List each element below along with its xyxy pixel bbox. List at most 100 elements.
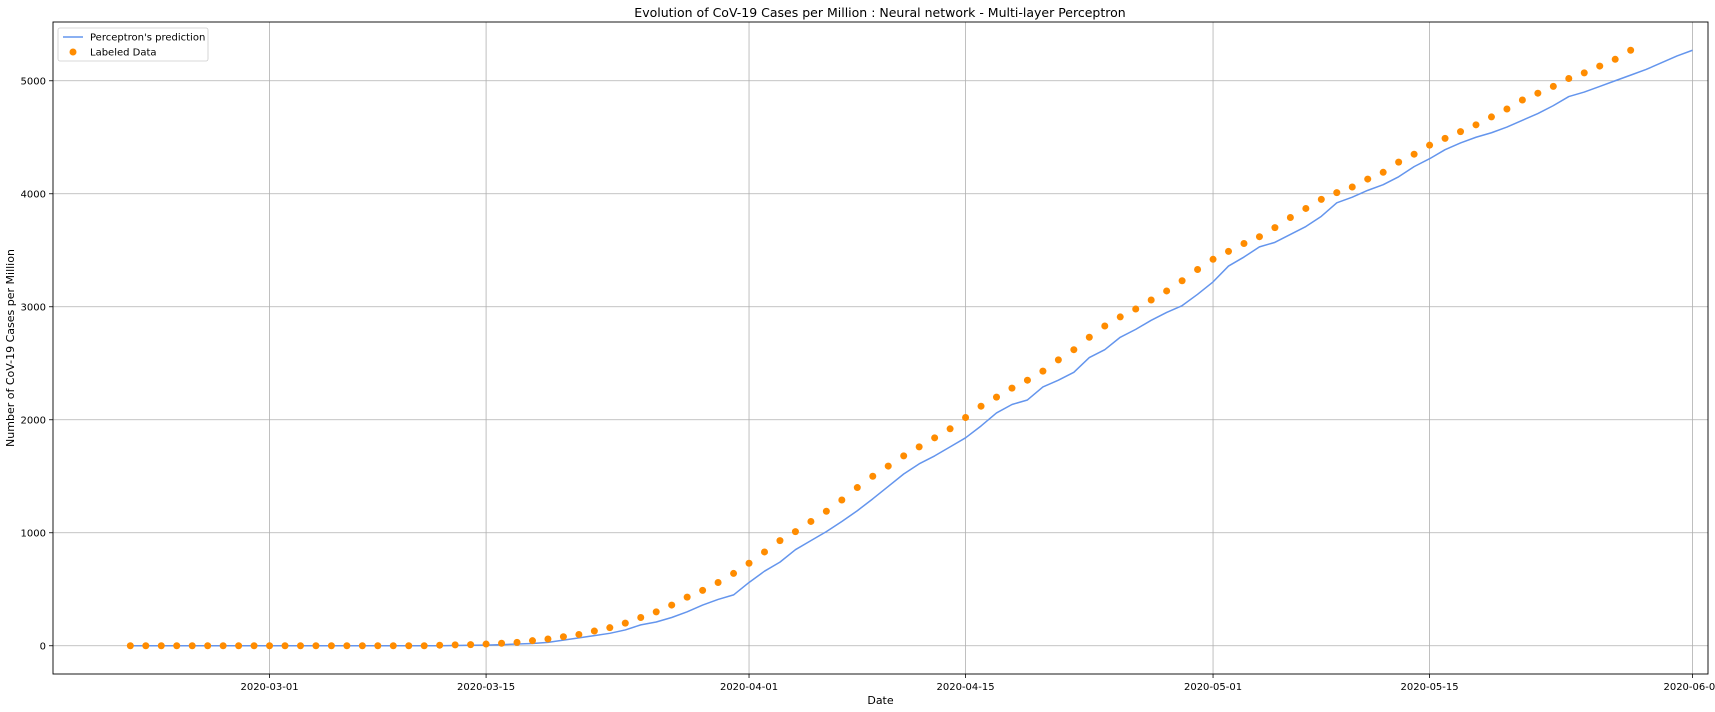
y-tick-label: 3000 — [21, 302, 46, 313]
labeled-data-point — [1596, 62, 1604, 70]
labeled-data-point — [838, 496, 846, 504]
labeled-data-point — [807, 517, 815, 525]
labeled-data-point — [467, 641, 475, 649]
labeled-data-point — [1627, 46, 1635, 54]
labeled-data-point — [915, 443, 923, 451]
labeled-data-point — [250, 642, 258, 650]
labeled-data-point — [822, 507, 830, 515]
labeled-data-point — [606, 624, 614, 632]
labeled-data-point — [993, 393, 1000, 401]
labeled-data-point — [1147, 296, 1155, 304]
x-axis-label: Date — [867, 694, 894, 707]
labeled-data-point — [142, 642, 150, 650]
labeled-data-point — [1457, 128, 1465, 136]
labeled-data-point — [1503, 105, 1511, 113]
labeled-data-point — [1395, 158, 1403, 166]
labeled-data-point — [884, 462, 892, 470]
labeled-data-point — [405, 642, 413, 650]
labeled-data-point — [1379, 168, 1387, 176]
legend-label-labeled: Labeled Data — [90, 48, 157, 59]
labeled-data-point — [1132, 305, 1140, 313]
labeled-data-point — [157, 642, 165, 650]
labeled-data-point — [590, 627, 598, 635]
labeled-data-point — [977, 402, 985, 410]
labeled-data-point — [730, 569, 738, 577]
labeled-data-point — [575, 630, 583, 638]
labeled-data-point — [1070, 346, 1078, 354]
labeled-data-point — [451, 641, 459, 649]
labeled-data-point — [668, 601, 676, 609]
labeled-data-point — [900, 452, 908, 460]
x-tick-label: 2020-05-01 — [1184, 682, 1242, 693]
labeled-data-point — [1426, 141, 1434, 149]
chart-title: Evolution of CoV-19 Cases per Million : … — [634, 5, 1125, 20]
labeled-data-point — [281, 642, 289, 650]
labeled-data-point — [559, 633, 567, 641]
legend-swatch-labeled — [69, 48, 77, 56]
labeled-data-point — [1317, 195, 1325, 203]
labeled-data-point — [931, 434, 939, 442]
labeled-data-point — [204, 642, 212, 650]
labeled-data-point — [173, 642, 181, 650]
labeled-data-point — [1410, 150, 1418, 158]
labeled-data-point — [482, 640, 490, 648]
labeled-data-point — [1085, 333, 1093, 341]
labeled-data-point — [1472, 121, 1480, 129]
labeled-data-point — [126, 642, 134, 650]
labeled-data-point — [1580, 69, 1588, 77]
labeled-data-point — [1240, 239, 1248, 247]
labeled-data-point — [1209, 255, 1217, 263]
y-tick-label: 5000 — [21, 76, 46, 87]
labeled-data-point — [374, 642, 382, 650]
x-tick-label: 2020-06-01 — [1663, 682, 1715, 693]
x-tick-label: 2020-04-01 — [720, 682, 778, 693]
labeled-data-point — [1286, 213, 1294, 221]
labeled-data-point — [1054, 356, 1062, 364]
x-tick-label: 2020-04-15 — [937, 682, 995, 693]
labeled-data-point — [188, 642, 196, 650]
labeled-data-point — [776, 537, 784, 545]
labeled-data-point — [699, 586, 707, 594]
labeled-data-point — [1039, 367, 1047, 375]
y-tick-label: 4000 — [21, 189, 46, 200]
labeled-data-point — [327, 642, 335, 650]
labeled-data-point — [1023, 376, 1031, 384]
labeled-data-point — [745, 559, 753, 567]
tick-layer: 2020-03-01 2020-03-15 2020-04-01 2020-04-15… — [21, 76, 1715, 693]
labeled-data-point — [513, 638, 521, 646]
y-axis-label: Number of CoV-19 Cases per Million — [4, 249, 17, 447]
labeled-data-point — [1611, 55, 1619, 63]
labeled-data-point — [1364, 175, 1372, 183]
labeled-data-point — [266, 642, 274, 650]
labeled-data-point — [1518, 96, 1526, 104]
labeled-data-point — [420, 642, 428, 650]
labeled-data-point — [1565, 75, 1573, 82]
labeled-data-point — [235, 642, 243, 650]
labeled-data-point — [1333, 189, 1341, 197]
legend-label-prediction: Perceptron's prediction — [90, 33, 205, 44]
labeled-data-point — [683, 593, 691, 601]
grid-layer — [53, 22, 1708, 674]
labeled-data-point — [1178, 277, 1186, 285]
labeled-data-point — [1534, 89, 1542, 97]
labeled-data-point — [1549, 82, 1557, 90]
x-tick-label: 2020-05-15 — [1401, 682, 1459, 693]
labeled-data-point — [528, 637, 536, 645]
labeled-data-point — [714, 578, 722, 586]
labeled-data-point — [219, 642, 227, 650]
x-tick-label: 2020-03-01 — [240, 682, 298, 693]
labeled-data-point — [1101, 322, 1109, 330]
labeled-data-point — [1441, 134, 1449, 142]
labeled-data-point — [652, 608, 660, 616]
labeled-data-point — [1194, 265, 1202, 273]
labeled-data-point — [1008, 384, 1016, 392]
labeled-data-point — [1255, 233, 1263, 241]
labeled-data-point — [343, 642, 351, 650]
labeled-data-point — [312, 642, 320, 650]
legend-box — [57, 27, 209, 62]
labeled-data-point — [544, 635, 552, 643]
plot-frame — [52, 21, 1709, 675]
y-tick-label: 0 — [40, 641, 46, 652]
